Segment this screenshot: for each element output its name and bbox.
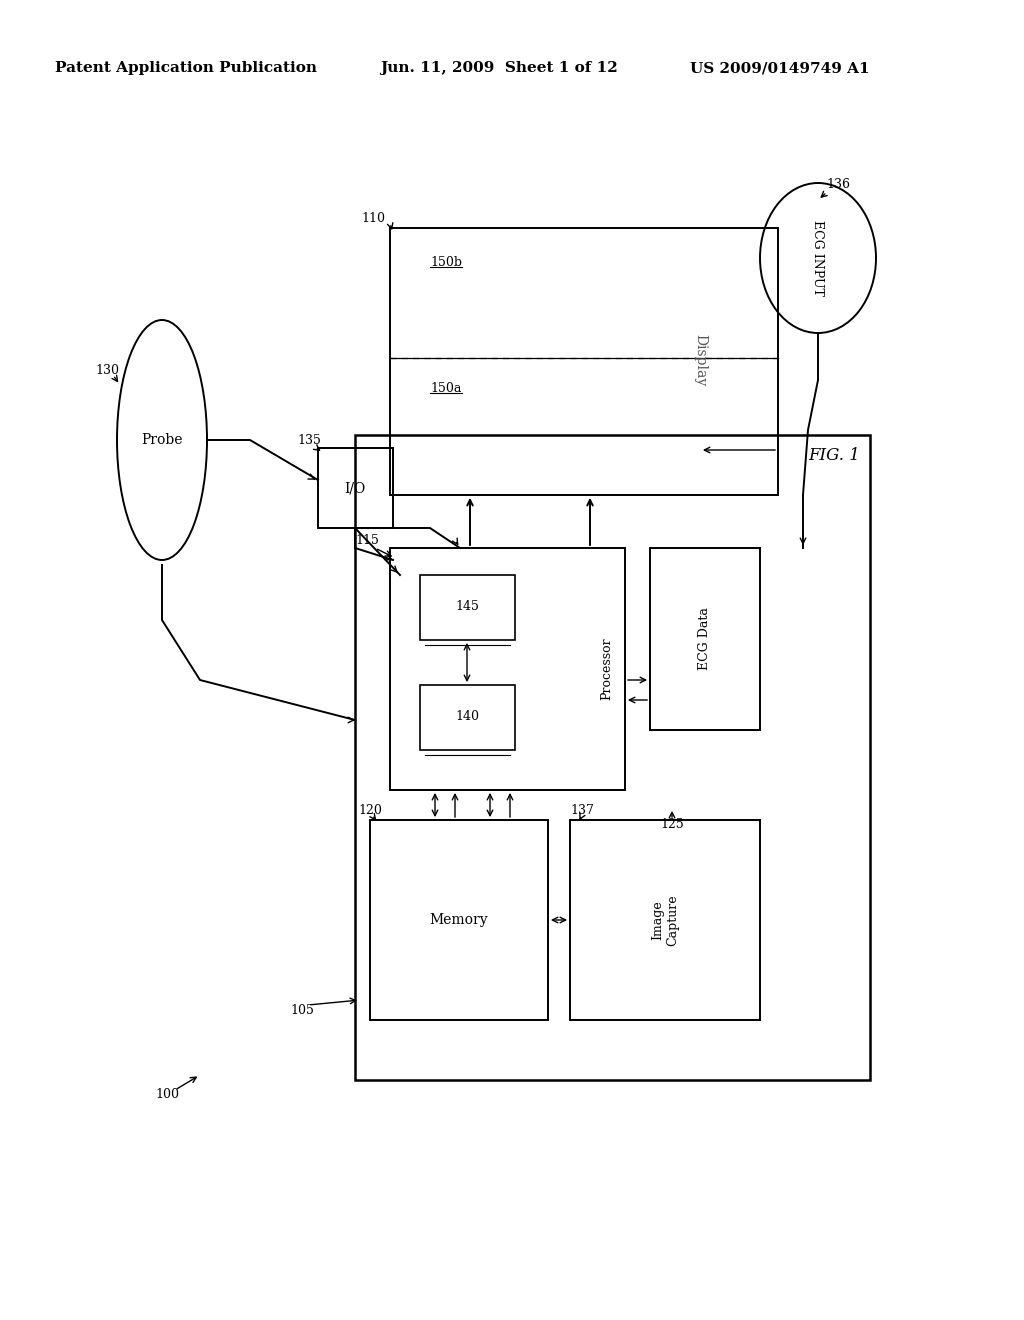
Text: Display: Display <box>693 334 707 387</box>
Text: Probe: Probe <box>141 433 182 447</box>
Text: 135: 135 <box>297 433 321 446</box>
Bar <box>390 228 778 495</box>
Bar <box>318 447 393 528</box>
Text: 120: 120 <box>358 804 382 817</box>
Text: 150a: 150a <box>430 381 462 395</box>
Text: Memory: Memory <box>430 913 488 927</box>
Text: 100: 100 <box>155 1089 179 1101</box>
Bar <box>420 576 515 640</box>
Text: Patent Application Publication: Patent Application Publication <box>55 61 317 75</box>
Text: 125: 125 <box>660 818 684 832</box>
Bar <box>650 548 760 730</box>
Text: I/O: I/O <box>344 480 366 495</box>
Text: 110: 110 <box>361 211 385 224</box>
Text: Jun. 11, 2009  Sheet 1 of 12: Jun. 11, 2009 Sheet 1 of 12 <box>380 61 617 75</box>
Text: 105: 105 <box>290 1003 314 1016</box>
Text: 115: 115 <box>355 533 379 546</box>
Text: FIG. 1: FIG. 1 <box>808 446 860 463</box>
Text: 130: 130 <box>95 363 119 376</box>
Text: 145: 145 <box>455 601 479 614</box>
Bar <box>370 820 548 1020</box>
Bar <box>420 685 515 750</box>
Text: 150b: 150b <box>430 256 462 268</box>
Text: 137: 137 <box>570 804 594 817</box>
Text: US 2009/0149749 A1: US 2009/0149749 A1 <box>690 61 869 75</box>
Bar <box>355 436 870 1080</box>
Text: 136: 136 <box>826 178 850 191</box>
Text: Processor: Processor <box>600 638 613 701</box>
Text: Image
Capture: Image Capture <box>651 894 679 946</box>
Text: ECG Data: ECG Data <box>698 607 712 671</box>
Text: ECG INPUT: ECG INPUT <box>811 220 824 296</box>
Text: 140: 140 <box>455 710 479 723</box>
Bar <box>390 548 625 789</box>
Bar <box>570 820 760 1020</box>
